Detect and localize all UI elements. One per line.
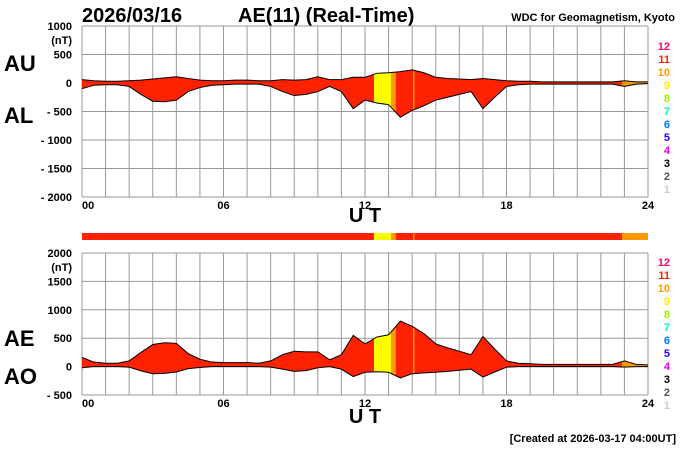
top-area-11-stations — [414, 70, 623, 110]
top-area-11-stations — [395, 69, 414, 118]
station-count-bar-segment — [414, 233, 623, 240]
bottom-y-tick-label: - 500 — [47, 390, 72, 402]
top-x-tick-label: 06 — [217, 200, 229, 212]
bottom-legend-station-count: 8 — [664, 309, 670, 321]
top-area-10-stations — [390, 72, 396, 113]
created-timestamp: [Created at 2026-03-17 04:00UT] — [510, 433, 677, 445]
top-unit-label: (nT) — [51, 35, 72, 47]
top-legend-station-count: 1 — [664, 184, 670, 196]
top-y-tick-label: - 1500 — [41, 164, 72, 176]
bottom-x-tick-label: 06 — [217, 398, 229, 410]
bottom-legend-station-count: 11 — [658, 270, 670, 282]
top-legend-station-count: 6 — [664, 119, 670, 131]
top-area-10-stations — [413, 70, 415, 110]
ao-label: AO — [4, 364, 37, 389]
top-y-tick-label: 500 — [54, 50, 72, 62]
bottom-y-tick-label: 1000 — [48, 305, 72, 317]
bottom-legend-station-count: 5 — [664, 348, 670, 360]
top-y-tick-label: - 2000 — [41, 192, 72, 204]
bottom-x-tick-label: 12 — [359, 398, 371, 410]
top-y-tick-label: 1000 — [48, 21, 72, 33]
bottom-legend-station-count: 12 — [658, 257, 670, 269]
bottom-y-tick-label: 500 — [54, 333, 72, 345]
top-area-9-stations — [373, 72, 391, 108]
top-xlabel: U T — [349, 205, 381, 227]
top-legend-station-count: 7 — [664, 106, 670, 118]
bottom-legend-station-count: 4 — [664, 361, 671, 373]
bottom-unit-label: (nT) — [51, 262, 72, 274]
bottom-legend-station-count: 7 — [664, 322, 670, 334]
bottom-area-10-stations — [390, 326, 396, 376]
station-count-bar-segment — [622, 233, 648, 240]
source-label: WDC for Geomagnetism, Kyoto — [511, 12, 675, 24]
bottom-x-tick-label: 24 — [642, 398, 655, 410]
top-legend-station-count: 11 — [658, 54, 670, 66]
bottom-upper-line — [81, 320, 649, 366]
bottom-legend-station-count: 6 — [664, 335, 670, 347]
chart-title: AE(11) (Real-Time) — [238, 5, 414, 27]
top-y-tick-label: - 500 — [47, 107, 72, 119]
bottom-legend-station-count: 2 — [664, 387, 670, 399]
top-legend-station-count: 10 — [658, 67, 670, 79]
bottom-lower-line — [81, 366, 648, 379]
station-count-bar-segment — [390, 233, 396, 240]
top-x-tick-label: 00 — [82, 200, 94, 212]
bottom-legend-station-count: 3 — [664, 374, 670, 386]
top-y-tick-label: - 1000 — [41, 135, 72, 147]
top-legend-station-count: 12 — [658, 41, 670, 53]
bottom-y-tick-label: 0 — [66, 362, 72, 374]
top-legend-station-count: 3 — [664, 158, 670, 170]
station-count-bar-segment — [82, 233, 374, 240]
top-legend-station-count: 4 — [664, 145, 671, 157]
bottom-xlabel: U T — [349, 406, 381, 428]
bottom-x-tick-label: 00 — [82, 398, 94, 410]
bottom-x-tick-label: 18 — [500, 398, 512, 410]
bottom-legend-station-count: 9 — [664, 296, 670, 308]
top-x-tick-label: 18 — [500, 200, 512, 212]
top-legend-station-count: 8 — [664, 93, 670, 105]
bottom-area-9-stations — [373, 332, 391, 374]
top-y-tick-label: 0 — [66, 78, 72, 90]
top-legend-station-count: 2 — [664, 171, 670, 183]
bottom-legend-station-count: 10 — [658, 283, 670, 295]
station-count-bar-segment — [395, 233, 414, 240]
al-label: AL — [4, 103, 33, 128]
chart-date: 2026/03/16 — [82, 5, 182, 27]
top-upper-line — [81, 69, 648, 83]
top-legend-station-count: 9 — [664, 80, 670, 92]
bottom-y-tick-label: 2000 — [48, 248, 72, 260]
station-count-bar-segment — [413, 233, 415, 240]
top-x-tick-label: 12 — [359, 200, 371, 212]
bottom-area-11-stations — [395, 321, 414, 378]
bottom-area-11-stations — [82, 335, 374, 377]
top-legend-station-count: 5 — [664, 132, 670, 144]
bottom-y-tick-label: 1500 — [48, 276, 72, 288]
ae-label: AE — [4, 326, 35, 351]
au-label: AU — [4, 51, 36, 76]
top-x-tick-label: 24 — [642, 200, 655, 212]
top-area-11-stations — [82, 74, 374, 109]
bottom-area-10-stations — [413, 327, 415, 374]
top-lower-line — [81, 83, 649, 118]
station-count-bar-segment — [373, 233, 391, 240]
bottom-legend-station-count: 1 — [664, 400, 670, 412]
